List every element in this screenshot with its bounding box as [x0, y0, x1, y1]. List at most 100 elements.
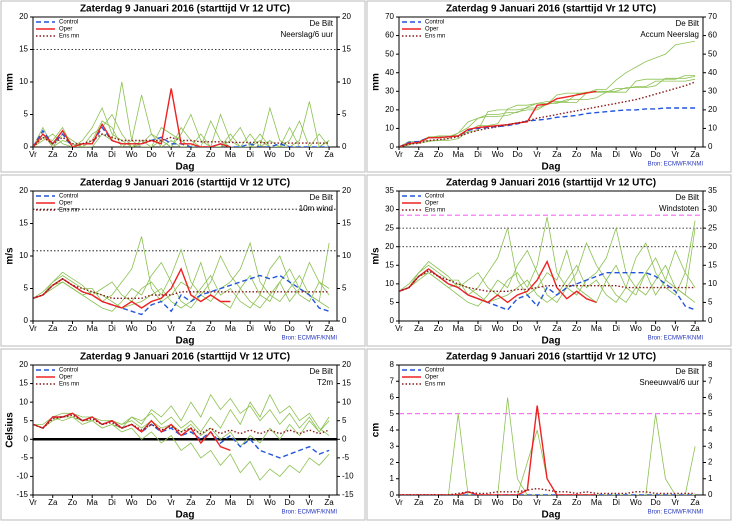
- x-tick-label: Ma: [591, 150, 603, 159]
- y-tick-label: 30: [385, 86, 394, 95]
- y-tick-label: 50: [385, 49, 394, 58]
- chart-panel: Zaterdag 9 Januari 2016 (starttijd Vr 12…: [366, 0, 732, 173]
- location: De Bilt: [309, 193, 333, 202]
- x-tick-label: Di: [246, 498, 254, 507]
- x-tick-label: Ma: [453, 324, 465, 333]
- x-tick-label: Wo: [492, 324, 504, 333]
- y-tick-label-right: 70: [708, 12, 717, 21]
- plot-area: [32, 16, 338, 148]
- y-tick-label-right: 5: [342, 416, 347, 425]
- x-tick-label: Za: [414, 150, 424, 159]
- y-axis-label: mm: [371, 73, 382, 91]
- y-tick-label-right: 0: [708, 490, 713, 499]
- y-tick-label: 5: [390, 298, 395, 307]
- x-tick-label: Zo: [206, 150, 216, 159]
- x-tick-label: Za: [324, 150, 334, 159]
- y-tick-label: 1: [390, 474, 395, 483]
- x-tick-label: Vr: [167, 324, 175, 333]
- x-tick-label: Ma: [87, 498, 99, 507]
- x-tick-label: Di: [108, 498, 116, 507]
- y-tick-label: 6: [390, 393, 395, 402]
- y-tick-label: -10: [16, 472, 28, 481]
- x-tick-label: Do: [285, 150, 296, 159]
- series-line: [399, 268, 696, 311]
- y-tick-label-right: 15: [342, 379, 351, 388]
- location: De Bilt: [675, 193, 699, 202]
- variable: Neerslag/6 uur: [281, 30, 334, 39]
- x-tick-label: Di: [108, 324, 116, 333]
- x-tick-label: Do: [512, 150, 523, 159]
- plot-content: [33, 393, 337, 481]
- y-axis-label: m/s: [5, 247, 16, 265]
- x-tick-label: Ma: [591, 324, 603, 333]
- x-tick-label: Vr: [395, 324, 403, 333]
- y-tick-label-right: 10: [342, 77, 351, 86]
- member-line: [399, 75, 696, 147]
- plot-content: [33, 208, 337, 316]
- x-tick-label: Vr: [167, 150, 175, 159]
- y-tick-label: 15: [19, 379, 28, 388]
- member-line: [33, 81, 330, 147]
- chart-panel: Zaterdag 9 Januari 2016 (starttijd Vr 12…: [366, 174, 732, 347]
- y-tick-label-right: 1: [708, 474, 713, 483]
- x-tick-label: Do: [146, 498, 157, 507]
- y-tick-label: 0: [390, 142, 395, 151]
- x-tick-label: Vr: [533, 324, 541, 333]
- x-tick-label: Do: [512, 498, 523, 507]
- series-line: [33, 414, 330, 435]
- x-tick-label: Zo: [206, 324, 216, 333]
- y-tick-label-right: 15: [708, 260, 717, 269]
- series-line: [399, 259, 597, 304]
- plot-content: [33, 49, 337, 147]
- x-tick-label: Wo: [492, 498, 504, 507]
- y-tick-label-right: 20: [708, 242, 717, 251]
- legend-label: Oper: [59, 375, 72, 381]
- x-tick-label: Ma: [87, 150, 99, 159]
- chart-title: Zaterdag 9 Januari 2016 (starttijd Vr 12…: [446, 178, 656, 189]
- y-tick-label-right: 5: [708, 409, 713, 418]
- legend-label: Control: [425, 20, 444, 26]
- x-tick-label: Ma: [225, 498, 237, 507]
- x-tick-label: Ma: [225, 150, 237, 159]
- x-tick-label: Za: [690, 324, 700, 333]
- x-axis-label: Dag: [176, 510, 195, 521]
- chart-title: Zaterdag 9 Januari 2016 (starttijd Vr 12…: [80, 4, 290, 15]
- x-tick-label: Za: [186, 498, 196, 507]
- x-tick-label: Do: [146, 324, 157, 333]
- y-tick-label: 15: [385, 260, 394, 269]
- x-tick-label: Ma: [591, 498, 603, 507]
- legend-label: Control: [59, 368, 78, 374]
- x-tick-label: Vr: [672, 498, 680, 507]
- x-tick-label: Za: [552, 324, 562, 333]
- y-tick-label-right: 10: [342, 397, 351, 406]
- x-tick-label: Wo: [264, 498, 276, 507]
- y-tick-label: 20: [385, 105, 394, 114]
- y-tick-label-right: 0: [342, 316, 347, 325]
- x-tick-label: Di: [246, 324, 254, 333]
- x-axis-label: Dag: [542, 162, 561, 173]
- y-tick-label: 20: [19, 360, 28, 369]
- x-tick-label: Za: [690, 150, 700, 159]
- y-tick-label-right: 5: [708, 298, 713, 307]
- x-tick-label: Za: [186, 324, 196, 333]
- x-tick-label: Do: [285, 498, 296, 507]
- x-tick-label: Zo: [206, 498, 216, 507]
- chart-title: Zaterdag 9 Januari 2016 (starttijd Vr 12…: [80, 178, 290, 189]
- plot-content: [399, 40, 696, 147]
- y-tick-label: 8: [390, 360, 395, 369]
- member-line: [399, 216, 696, 303]
- x-tick-label: Do: [146, 150, 157, 159]
- x-tick-label: Ma: [453, 150, 465, 159]
- y-tick-label-right: 20: [342, 12, 351, 21]
- y-tick-label: 0: [390, 490, 395, 499]
- panel-frame: [366, 174, 732, 347]
- x-tick-label: Do: [651, 324, 662, 333]
- legend-label: Control: [425, 194, 444, 200]
- x-tick-label: Di: [108, 150, 116, 159]
- plot-area: [32, 190, 338, 322]
- y-tick-label-right: -10: [342, 472, 354, 481]
- x-tick-label: Za: [324, 324, 334, 333]
- y-tick-label: 5: [24, 110, 29, 119]
- source: Bron: ECMWF/KNMI: [648, 336, 704, 342]
- x-tick-label: Vr: [167, 498, 175, 507]
